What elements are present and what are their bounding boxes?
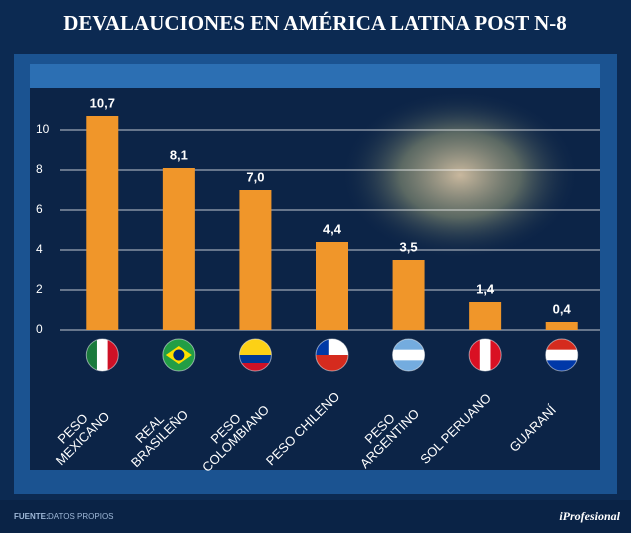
footer-bar <box>0 500 631 533</box>
flag-stripe <box>239 339 272 348</box>
flag-ring <box>315 338 349 372</box>
y-tick-label: 10 <box>36 122 50 136</box>
value-label: 7,0 <box>246 169 264 184</box>
flag <box>162 339 195 371</box>
flag-ring <box>162 338 196 372</box>
bar <box>392 260 425 330</box>
flag-stripe <box>545 349 578 361</box>
flag <box>316 339 348 371</box>
flag-stripe <box>392 360 425 371</box>
y-tick-label: 6 <box>36 202 43 216</box>
flag-stripe <box>239 363 272 371</box>
flag-stripe <box>316 355 348 371</box>
value-label: 8,1 <box>170 147 188 162</box>
flag-stripe <box>490 339 502 371</box>
bar <box>162 168 195 330</box>
flag-stripe <box>239 355 272 364</box>
flag-stripe <box>96 339 109 371</box>
flag-stripe <box>545 339 578 351</box>
bar <box>545 322 578 330</box>
flag <box>239 339 272 371</box>
flag-globe <box>173 349 185 361</box>
photo <box>340 90 580 260</box>
flag <box>469 339 502 371</box>
y-tick-label: 8 <box>36 162 43 176</box>
flag-stripe <box>392 349 425 361</box>
y-tick-label: 2 <box>36 282 43 296</box>
brand-logo: iProfesional <box>559 509 620 523</box>
bar <box>469 302 502 330</box>
value-label: 10,7 <box>90 95 115 110</box>
flag <box>545 339 578 371</box>
flag-stripe <box>239 347 272 356</box>
flag-stripe <box>107 339 119 371</box>
flag-stripe <box>479 339 491 371</box>
bar <box>239 190 272 330</box>
panel-header <box>30 64 600 88</box>
value-label: 4,4 <box>323 221 342 236</box>
flag-ring <box>392 338 426 372</box>
flag-stripe <box>545 360 578 371</box>
bar <box>86 116 119 330</box>
source-label: FUENTE: <box>14 512 49 521</box>
flag <box>86 339 119 371</box>
flag-ring <box>85 338 119 372</box>
flag-ring <box>545 338 579 372</box>
flag-ring <box>468 338 502 372</box>
source: DATOS PROPIOS <box>48 512 114 521</box>
y-tick-label: 4 <box>36 242 43 256</box>
chart-title: DEVALAUCIONES EN AMÉRICA LATINA POST N-8 <box>63 11 567 35</box>
flag-stripe <box>469 339 481 371</box>
flag-stripe <box>392 339 425 351</box>
y-tick-label: 0 <box>36 322 43 336</box>
value-label: 3,5 <box>400 239 418 254</box>
value-label: 0,4 <box>553 301 572 316</box>
flag <box>392 339 425 371</box>
bar <box>316 242 348 330</box>
flag-ring <box>238 338 272 372</box>
flag-stripe <box>86 339 98 371</box>
value-label: 1,4 <box>476 281 495 296</box>
